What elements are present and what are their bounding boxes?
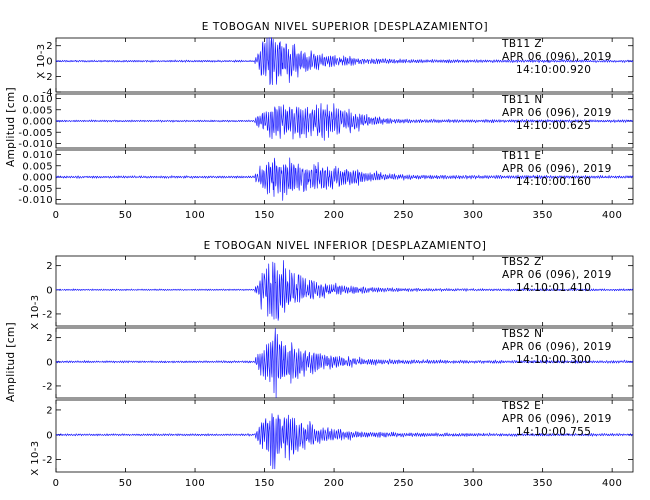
chart0-panel2-ytick-label: 0.010 <box>22 150 53 161</box>
chart1-xtick-label: 150 <box>254 478 274 489</box>
chart1-panel1-frame <box>55 327 634 399</box>
lower-ylabel: Amplitud [cm] <box>5 322 17 402</box>
chart1-xtick-label: 300 <box>463 478 483 489</box>
chart0-panel0-time-label: 14:10:00.920 <box>516 64 591 76</box>
chart1-panel0-ytick-label: -2 <box>42 309 53 320</box>
chart0-panel2-time-label: 14:10:00.160 <box>516 176 591 188</box>
lower-chart-title: E TOBOGAN NIVEL INFERIOR [DESPLAZAMIENTO… <box>204 240 487 252</box>
chart1-panel0-ytick-label: 2 <box>46 261 53 272</box>
chart0-panel1-waveform-trace <box>55 103 634 141</box>
chart0-panel0-scale-label: X 10-3 <box>36 43 47 78</box>
chart1-xtick-label: 350 <box>532 478 552 489</box>
chart0-panel0-ytick-label: 2 <box>46 41 53 52</box>
chart0-xtick-label: 50 <box>119 210 133 221</box>
chart0-panel1-ytick-label: -0.010 <box>18 139 53 150</box>
chart0-xtick-label: 100 <box>185 210 205 221</box>
chart1-xtick-label: 200 <box>324 478 344 489</box>
chart0-xtick-label: 200 <box>324 210 344 221</box>
chart0-panel1-ytick-label: 0.005 <box>22 105 53 116</box>
chart0-panel0-ytick-label: -2 <box>42 72 53 83</box>
chart1-panel1-station-label: TBS2 N <box>501 328 542 340</box>
chart0-panel1-ytick-label: 0.010 <box>22 94 53 105</box>
chart1-panel1-ytick-label: -2 <box>42 381 53 392</box>
chart1-panel0-scale-label: X 10-3 <box>30 294 41 329</box>
chart0-panel2-ytick-label: -0.010 <box>18 195 53 206</box>
chart1-panel1-date-label: APR 06 (096), 2019 <box>502 341 612 353</box>
chart0-panel0-date-label: APR 06 (096), 2019 <box>502 51 612 63</box>
chart1-panel2-waveform-trace <box>56 413 634 470</box>
chart1-xtick-label: 0 <box>53 478 60 489</box>
chart1-panel1-time-label: 14:10:00.300 <box>516 354 591 366</box>
chart1-xtick-label: 250 <box>393 478 413 489</box>
chart0-panel2-waveform-trace <box>55 157 634 201</box>
chart0-panel2-date-label: APR 06 (096), 2019 <box>502 163 612 175</box>
chart0-xtick-label: 300 <box>463 210 483 221</box>
chart0-panel2-ytick-label: 0.000 <box>22 173 53 184</box>
chart0-panel1-date-label: APR 06 (096), 2019 <box>502 107 612 119</box>
chart1-panel2-ytick-label: -2 <box>42 455 53 466</box>
chart1-xtick-label: 400 <box>602 478 622 489</box>
chart1-panel0-time-label: 14:10:01.410 <box>516 282 591 294</box>
chart0-panel0-ytick-label: -4 <box>42 88 53 99</box>
chart1-panel0-frame <box>55 255 634 327</box>
chart0-xtick-label: 350 <box>532 210 552 221</box>
chart0-panel0-frame <box>55 37 634 93</box>
chart1-panel0-station-label: TBS2 Z <box>501 256 542 268</box>
chart0-panel0-station-label: TB11 Z <box>501 38 542 50</box>
chart0-panel2-station-label: TB11 E <box>501 150 541 162</box>
chart0-xtick-label: 400 <box>602 210 622 221</box>
chart0-panel1-ytick-label: 0.000 <box>22 117 53 128</box>
chart0-xtick-label: 150 <box>254 210 274 221</box>
chart1-panel1-ytick-label: 0 <box>46 357 53 368</box>
chart1-panel1-waveform-trace <box>55 328 634 398</box>
chart1-panel2-ytick-label: 2 <box>46 405 53 416</box>
chart1-panel2-station-label: TBS2 E <box>501 400 541 412</box>
chart1-panel2-frame <box>55 399 634 473</box>
chart1-panel0-date-label: APR 06 (096), 2019 <box>502 269 612 281</box>
chart0-xtick-label: 0 <box>53 210 60 221</box>
chart0-panel0-ytick-label: 0 <box>46 57 53 68</box>
chart1-panel0-ytick-label: 0 <box>46 285 53 296</box>
chart0-panel1-station-label: TB11 N <box>501 94 543 106</box>
chart1-panel2-time-label: 14:10:00.755 <box>516 426 591 438</box>
chart0-panel2-ytick-label: 0.005 <box>22 161 53 172</box>
chart1-xtick-label: 50 <box>119 478 133 489</box>
chart0-panel1-ytick-label: -0.005 <box>18 128 53 139</box>
upper-chart-title: E TOBOGAN NIVEL SUPERIOR [DESPLAZAMIENTO… <box>202 21 489 33</box>
chart0-panel2-ytick-label: -0.005 <box>18 184 53 195</box>
chart0-xtick-label: 250 <box>393 210 413 221</box>
chart1-panel0-waveform-trace <box>55 260 634 321</box>
chart1-xtick-label: 100 <box>185 478 205 489</box>
chart1-panel2-date-label: APR 06 (096), 2019 <box>502 413 612 425</box>
chart1-panel1-ytick-label: 2 <box>46 333 53 344</box>
upper-ylabel: Amplitud [cm] <box>5 87 17 167</box>
chart1-panel2-scale-label: X 10-3 <box>30 440 41 475</box>
chart0-panel0-waveform-trace <box>55 37 634 86</box>
chart0-panel1-time-label: 14:10:00.625 <box>516 120 591 132</box>
chart1-panel2-ytick-label: 0 <box>46 430 53 441</box>
